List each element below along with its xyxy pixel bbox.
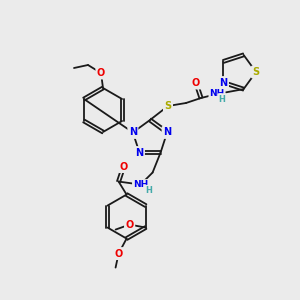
Text: O: O (125, 220, 134, 230)
Text: S: S (164, 101, 172, 111)
Text: O: O (97, 68, 105, 78)
Text: S: S (252, 67, 260, 77)
Text: O: O (115, 249, 123, 259)
Text: N: N (129, 128, 137, 137)
Text: N: N (135, 148, 143, 158)
Text: NH: NH (133, 180, 148, 189)
Text: H: H (145, 186, 152, 195)
Text: O: O (192, 78, 200, 88)
Text: N: N (219, 78, 227, 88)
Text: NH: NH (209, 89, 225, 98)
Text: N: N (163, 128, 171, 137)
Text: H: H (219, 94, 225, 103)
Text: O: O (119, 162, 128, 172)
